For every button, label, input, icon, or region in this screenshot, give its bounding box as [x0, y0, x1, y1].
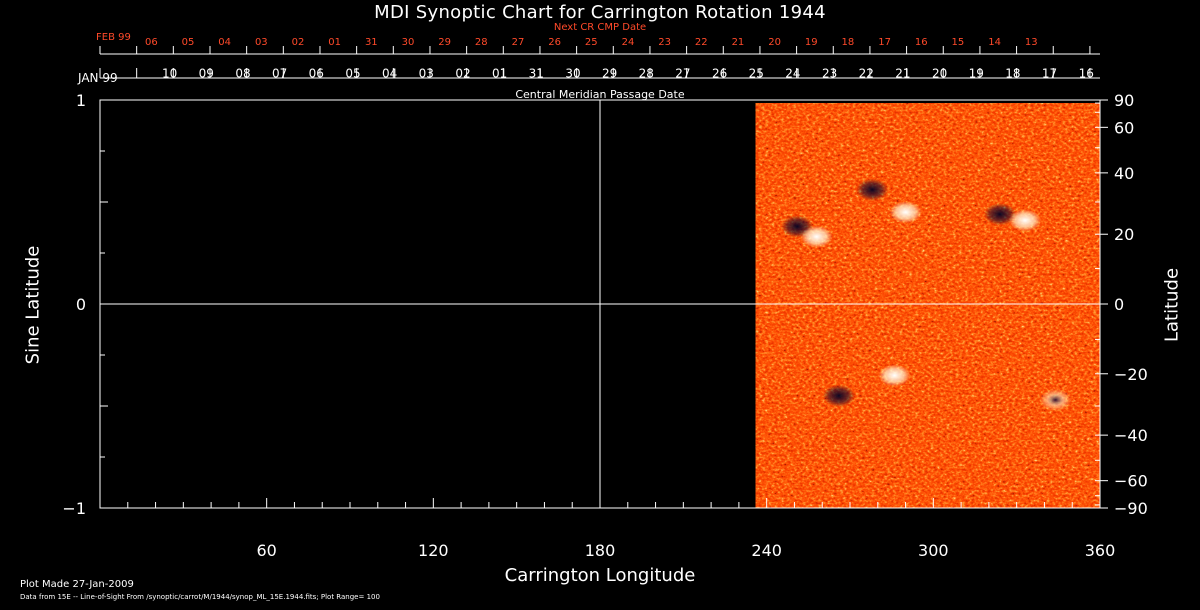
y-axis-label: Sine Latitude: [22, 245, 44, 365]
cmp-date-label: 19: [969, 67, 984, 81]
x-tick-label: 300: [918, 541, 949, 560]
next-cmp-date-label: 22: [695, 37, 708, 48]
active-region-negative: [856, 178, 889, 201]
next-cmp-date-label: 21: [732, 37, 745, 48]
current-month-label: JAN 99: [78, 71, 118, 85]
lat-tick-label: 90: [1114, 91, 1134, 110]
lat-tick-label: −60: [1114, 472, 1148, 491]
next-cmp-date-label: 06: [145, 37, 158, 48]
next-cmp-date-label: 14: [988, 37, 1001, 48]
next-cmp-date-label: 19: [805, 37, 818, 48]
magnetogram-map: [755, 103, 1100, 508]
cmp-date-label: 06: [309, 67, 324, 81]
lat-tick-label: 40: [1114, 164, 1134, 183]
cmp-date-label: 30: [565, 67, 580, 81]
cmp-date-label: 03: [419, 67, 434, 81]
cmp-date-label: 25: [749, 67, 764, 81]
lat-tick-label: −20: [1114, 365, 1148, 384]
next-cmp-date-label: 01: [328, 37, 341, 48]
next-cmp-date-label: 31: [365, 37, 378, 48]
cmp-axis-label: Central Meridian Passage Date: [515, 88, 685, 101]
lat-tick-label: 20: [1114, 225, 1134, 244]
axes: 60 120 180 240 300 360 1 0 −1 90 60 40 20 0 −20 −40 −60 −…: [62, 91, 1147, 560]
next-cmp-date-label: 20: [768, 37, 781, 48]
data-source-note: Data from 15E -- Line-of-Sight From /syn…: [20, 593, 380, 601]
x-tick-label: 180: [585, 541, 616, 560]
y-axis-right-label: Latitude: [1161, 267, 1183, 343]
y-tick-label: −1: [62, 499, 86, 518]
next-cmp-date-label: 02: [292, 37, 305, 48]
next-cmp-date-label: 05: [182, 37, 195, 48]
next-cmp-label: Next CR CMP Date: [553, 22, 647, 33]
next-cmp-date-label: 29: [438, 37, 451, 48]
next-cmp-date-label: 18: [842, 37, 855, 48]
active-region-positive: [1009, 209, 1041, 232]
cmp-date-label: 18: [1005, 67, 1020, 81]
cmp-date-label: 20: [932, 67, 947, 81]
next-cmp-date-label: 17: [878, 37, 891, 48]
next-cmp-date-label: 30: [402, 37, 415, 48]
y-tick-label: 1: [76, 91, 86, 110]
cmp-date-label: 16: [1079, 67, 1094, 81]
active-region-negative: [984, 203, 1016, 226]
active-region-negative: [822, 384, 855, 407]
lat-tick-label: 60: [1114, 118, 1134, 137]
cmp-date-label: 17: [1042, 67, 1057, 81]
cmp-date-label: 26: [712, 67, 727, 81]
grid-lines: [100, 100, 1100, 508]
data-coverage-region: [755, 103, 1100, 508]
next-cmp-date-label: 24: [622, 37, 635, 48]
cmp-date-axes: 06 05 04 03 02 01 31 30 29 28 27 26 25 24 23 22 21 20 19 18…: [99, 37, 1100, 81]
cmp-date-label: 07: [272, 67, 287, 81]
cmp-date-label: 22: [859, 67, 874, 81]
cmp-date-label: 21: [895, 67, 910, 81]
active-region-positive: [889, 201, 922, 224]
next-cmp-date-label: 15: [952, 37, 965, 48]
cmp-date-label: 29: [602, 67, 617, 81]
next-cmp-date-label: 28: [475, 37, 488, 48]
cmp-date-label: 27: [675, 67, 690, 81]
x-axis-label: Carrington Longitude: [504, 565, 696, 586]
x-tick-label: 120: [418, 541, 449, 560]
cmp-date-label: 08: [235, 67, 250, 81]
x-tick-label: 360: [1085, 541, 1116, 560]
lat-tick-label: −90: [1114, 499, 1148, 518]
cmp-date-label: 28: [639, 67, 654, 81]
active-region-positive: [878, 364, 911, 387]
next-cmp-date-label: 26: [548, 37, 561, 48]
next-cmp-date-label: 04: [218, 37, 231, 48]
cmp-date-label: 05: [345, 67, 360, 81]
cmp-date-label: 23: [822, 67, 837, 81]
cmp-date-label: 04: [382, 67, 397, 81]
next-cmp-date-label: 27: [512, 37, 525, 48]
cmp-date-label: 24: [785, 67, 800, 81]
chart-title: MDI Synoptic Chart for Carrington Rotati…: [374, 2, 826, 23]
lat-tick-label: 0: [1114, 295, 1124, 314]
lat-tick-label: −40: [1114, 426, 1148, 445]
next-cmp-date-label: 25: [585, 37, 598, 48]
cmp-date-label: 10: [162, 67, 177, 81]
active-region-positive: [800, 225, 833, 248]
y-tick-label: 0: [76, 295, 86, 314]
plot-made-note: Plot Made 27-Jan-2009: [20, 579, 134, 590]
x-tick-label: 60: [256, 541, 276, 560]
next-month-label: FEB 99: [96, 32, 131, 43]
next-cmp-date-label: 13: [1025, 37, 1038, 48]
cmp-date-label: 02: [455, 67, 470, 81]
active-region-mixed: [1039, 388, 1072, 411]
cmp-date-label: 09: [199, 67, 214, 81]
x-tick-label: 240: [751, 541, 782, 560]
next-cmp-date-label: 16: [915, 37, 928, 48]
cmp-date-label: 31: [529, 67, 544, 81]
next-cmp-date-label: 23: [658, 37, 671, 48]
cmp-date-label: 01: [492, 67, 507, 81]
next-cmp-date-label: 03: [255, 37, 268, 48]
